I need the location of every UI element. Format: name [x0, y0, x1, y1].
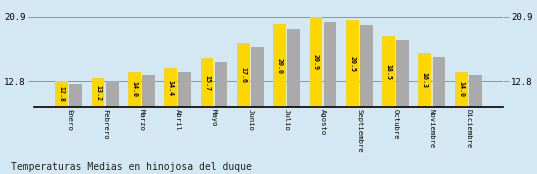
Bar — [251, 47, 264, 174]
Text: 14.0: 14.0 — [458, 81, 464, 97]
Bar — [455, 72, 468, 174]
Text: 20.9: 20.9 — [313, 54, 319, 70]
Text: Temperaturas Medias en hinojosa del duque: Temperaturas Medias en hinojosa del duqu… — [11, 162, 252, 172]
Bar — [55, 81, 68, 174]
Bar — [433, 57, 445, 174]
Text: 18.5: 18.5 — [386, 64, 391, 80]
Text: 20.0: 20.0 — [277, 58, 282, 74]
Bar — [201, 58, 213, 174]
Bar — [128, 72, 141, 174]
Bar — [273, 24, 286, 174]
Bar — [178, 72, 191, 174]
Text: 13.2: 13.2 — [95, 85, 101, 101]
Bar — [396, 40, 409, 174]
Bar — [106, 81, 119, 174]
Bar — [142, 75, 155, 174]
Bar — [324, 22, 336, 174]
Bar — [382, 36, 395, 174]
Bar — [69, 84, 82, 174]
Bar — [215, 62, 228, 174]
Text: 16.3: 16.3 — [422, 72, 428, 88]
Text: 12.8: 12.8 — [59, 86, 64, 102]
Bar — [418, 53, 431, 174]
Bar — [92, 78, 104, 174]
Bar — [309, 17, 322, 174]
Bar — [469, 75, 482, 174]
Bar — [237, 43, 250, 174]
Text: 15.7: 15.7 — [204, 75, 210, 91]
Bar — [164, 68, 177, 174]
Text: 20.5: 20.5 — [349, 56, 355, 72]
Bar — [287, 29, 300, 174]
Text: 14.4: 14.4 — [168, 80, 173, 96]
Bar — [360, 25, 373, 174]
Bar — [346, 20, 359, 174]
Text: 17.6: 17.6 — [240, 67, 246, 83]
Text: 14.0: 14.0 — [132, 81, 137, 97]
